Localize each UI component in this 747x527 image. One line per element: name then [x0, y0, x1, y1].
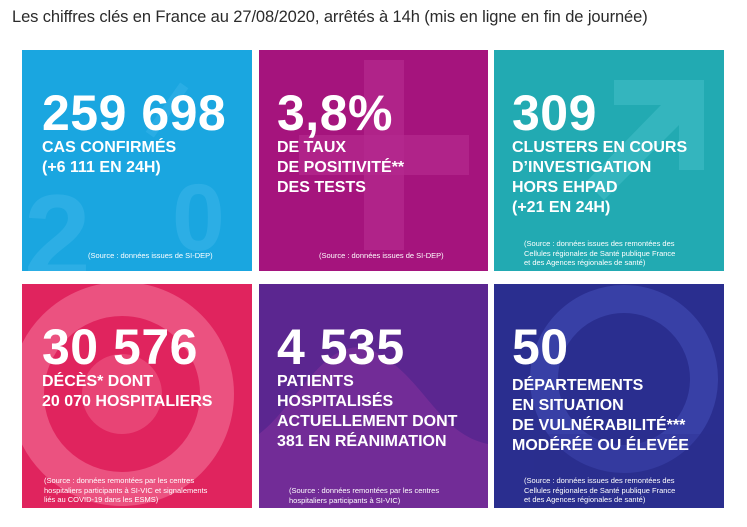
source-line: (Source : données issues de SI-DEP) — [319, 251, 444, 260]
label-line: DES TESTS — [277, 179, 366, 196]
source-line: et des Agences régionales de santé) — [524, 258, 646, 267]
departments-label: DÉPARTEMENTS EN SITUATION DE VULNÉRABILI… — [512, 376, 689, 456]
hospitalised-label: PATIENTS HOSPITALISÉS ACTUELLEMENT DONT … — [277, 372, 457, 452]
hospitalised-tile: 4 535 PATIENTS HOSPITALISÉS ACTUELLEMENT… — [259, 284, 488, 508]
source-line: (Source : données remontées par les cent… — [289, 486, 440, 495]
positivity-rate-value: 3,8% — [277, 85, 393, 141]
label-line: CAS CONFIRMÉS — [42, 139, 177, 156]
source-line: hospitaliers participants à SI-VIC) — [289, 495, 401, 505]
deaths-label: DÉCÈS* DONT 20 070 HOSPITALIERS — [42, 372, 212, 412]
clusters-tile: 309 CLUSTERS EN COURS D’INVESTIGATION HO… — [494, 50, 724, 271]
source-line: (Source : données issues des remontées d… — [524, 476, 675, 485]
confirmed-cases-value: 259 698 — [42, 85, 227, 141]
source-note: (Source : données issues des remontées d… — [524, 476, 675, 505]
source-line: Cellules régionales de Santé publique Fr… — [524, 248, 676, 258]
source-note: (Source : données issues de SI-DEP) — [319, 251, 444, 261]
label-line: (+21 EN 24H) — [512, 199, 611, 216]
clusters-label: CLUSTERS EN COURS D’INVESTIGATION HORS E… — [512, 138, 687, 218]
label-line: HOSPITALISÉS — [277, 393, 394, 410]
label-line: (+6 111 EN 24H) — [42, 159, 161, 176]
label-line: HORS EHPAD — [512, 179, 618, 196]
svg-text:2: 2 — [24, 170, 91, 271]
clusters-value: 309 — [512, 85, 597, 141]
label-line: D’INVESTIGATION — [512, 159, 652, 176]
source-note: (Source : données remontées par les cent… — [44, 476, 207, 505]
label-line: 20 070 HOSPITALIERS — [42, 393, 213, 410]
hospitalised-value: 4 535 — [277, 319, 405, 375]
label-line: DE TAUX — [277, 139, 347, 156]
source-line: (Source : données remontées par les cent… — [44, 476, 195, 485]
label-line: DÉPARTEMENTS — [512, 377, 644, 394]
departments-value: 50 — [512, 319, 569, 375]
source-note: (Source : données issues de SI-DEP) — [88, 251, 213, 261]
departments-tile: 50 DÉPARTEMENTS EN SITUATION DE VULNÉRAB… — [494, 284, 724, 508]
label-line: EN SITUATION — [512, 397, 624, 414]
positivity-rate-label: DE TAUX DE POSITIVITÉ** DES TESTS — [277, 138, 404, 198]
confirmed-cases-tile: 2 0 259 698 CAS CONFIRMÉS (+6 111 EN 24H… — [22, 50, 252, 271]
label-line: ACTUELLEMENT DONT — [277, 413, 458, 430]
label-line: DE POSITIVITÉ** — [277, 159, 405, 176]
source-line: Cellules régionales de Santé publique Fr… — [524, 485, 676, 495]
label-line: PATIENTS — [277, 373, 354, 390]
positivity-rate-tile: 3,8% DE TAUX DE POSITIVITÉ** DES TESTS (… — [259, 50, 488, 271]
source-note: (Source : données remontées par les cent… — [289, 486, 439, 505]
confirmed-cases-label: CAS CONFIRMÉS (+6 111 EN 24H) — [42, 138, 176, 178]
page-title: Les chiffres clés en France au 27/08/202… — [12, 8, 648, 26]
deaths-value: 30 576 — [42, 319, 198, 375]
deaths-tile: 30 576 DÉCÈS* DONT 20 070 HOSPITALIERS (… — [22, 284, 252, 508]
label-line: DÉCÈS* DONT — [42, 373, 154, 390]
label-line: DE VULNÉRABILITÉ*** — [512, 417, 686, 434]
label-line: 381 EN RÉANIMATION — [277, 433, 447, 450]
label-line: MODÉRÉE OU ÉLEVÉE — [512, 437, 689, 454]
source-line: et des Agences régionales de santé) — [524, 495, 646, 504]
label-line: CLUSTERS EN COURS — [512, 139, 688, 156]
source-line: hospitaliers participants à SI-VIC et si… — [44, 485, 208, 495]
source-note: (Source : données issues des remontées d… — [524, 239, 675, 268]
source-line: (Source : données issues de SI-DEP) — [88, 251, 213, 260]
source-line: (Source : données issues des remontées d… — [524, 239, 675, 248]
source-line: liés au COVID-19 dans les ESMS) — [44, 495, 159, 504]
